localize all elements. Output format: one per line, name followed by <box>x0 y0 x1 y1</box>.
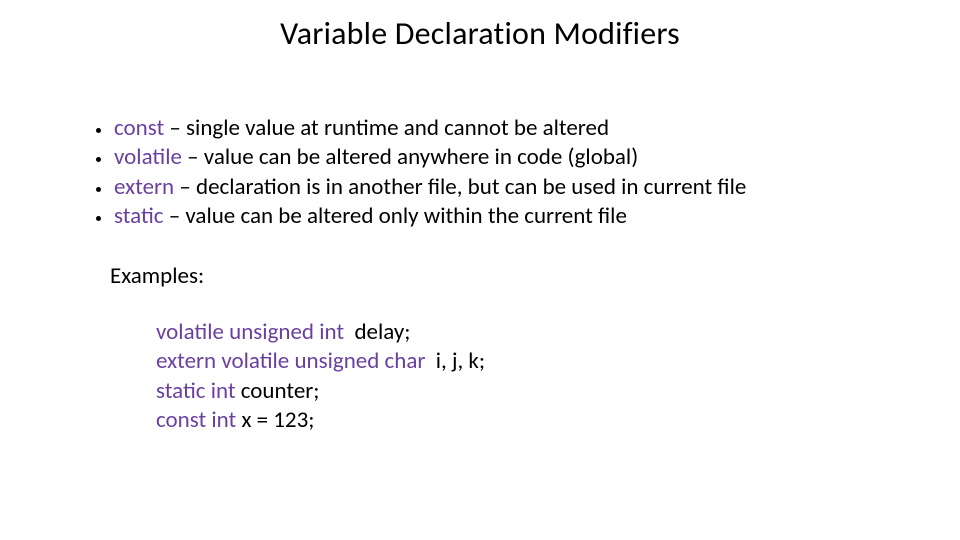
list-item: volatile – value can be altered anywhere… <box>112 143 920 172</box>
keyword: static <box>114 202 164 230</box>
example-line: static int counter; <box>156 377 485 406</box>
list-item: const – single value at runtime and cann… <box>112 114 920 143</box>
bullet-desc: – value can be altered only within the c… <box>164 202 627 230</box>
slide-title: Variable Declaration Modifiers <box>0 14 960 53</box>
list-item: extern – declaration is in another file,… <box>112 173 920 202</box>
keyword: volatile unsigned int <box>156 318 344 346</box>
bullet-desc: – single value at runtime and cannot be … <box>164 114 609 142</box>
keyword: volatile <box>114 143 182 171</box>
examples-block: volatile unsigned int delay; extern vola… <box>156 318 485 436</box>
examples-heading: Examples: <box>110 262 204 290</box>
bullet-desc: – value can be altered anywhere in code … <box>182 143 638 171</box>
example-rest: delay; <box>344 318 410 346</box>
keyword: extern <box>114 173 174 201</box>
bullet-list: const – single value at runtime and cann… <box>92 114 920 232</box>
slide: Variable Declaration Modifiers const – s… <box>0 0 960 540</box>
example-rest: i, j, k; <box>425 347 485 375</box>
example-rest: x = 123; <box>236 406 314 434</box>
example-line: const int x = 123; <box>156 406 485 435</box>
keyword: const <box>114 114 164 142</box>
keyword: extern volatile unsigned char <box>156 347 425 375</box>
example-rest: counter; <box>236 377 320 405</box>
example-line: extern volatile unsigned char i, j, k; <box>156 347 485 376</box>
keyword: static int <box>156 377 236 405</box>
bullet-desc: – declaration is in another file, but ca… <box>174 173 746 201</box>
example-line: volatile unsigned int delay; <box>156 318 485 347</box>
list-item: static – value can be altered only withi… <box>112 202 920 231</box>
keyword: const int <box>156 406 236 434</box>
